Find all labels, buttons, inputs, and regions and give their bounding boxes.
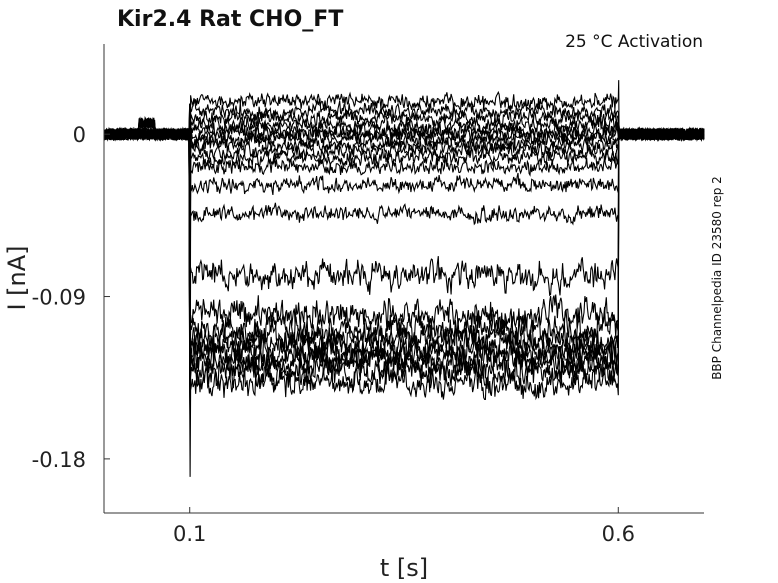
y-tick-label: 0: [73, 123, 86, 147]
current-trace-13: [103, 117, 705, 384]
temperature-protocol-label: 25 °C Activation: [565, 32, 703, 52]
current-trace-12: [103, 117, 705, 379]
current-trace-6: [103, 117, 705, 354]
y-axis-label: I [nA]: [3, 245, 31, 310]
y-tick-label: -0.18: [32, 448, 86, 472]
current-trace-14: [103, 117, 705, 388]
current-trace-18: [103, 117, 705, 404]
y-tick-label: -0.09: [32, 286, 86, 310]
current-trace-7: [103, 116, 705, 359]
current-trace-1: [103, 80, 705, 334]
channelpedia-id-label: BBP Channelpedia ID 23580 rep 2: [710, 176, 724, 380]
x-ticks: 0.1 0.6: [173, 507, 635, 546]
current-trace-2: [103, 97, 705, 338]
y-ticks: 0 -0.09 -0.18: [32, 123, 110, 472]
current-traces: [103, 80, 705, 477]
x-axis-label: t [s]: [380, 554, 428, 582]
current-trace-10: [103, 116, 705, 371]
current-trace-11: [103, 117, 705, 375]
plot-area: 0.1 0.6 0 -0.09 -0.18: [32, 44, 705, 546]
x-tick-label: 0.6: [602, 522, 635, 546]
current-trace-23: [103, 117, 705, 477]
chart-title: Kir2.4 Rat CHO_FT: [117, 7, 343, 32]
x-tick-label: 0.1: [173, 522, 206, 546]
